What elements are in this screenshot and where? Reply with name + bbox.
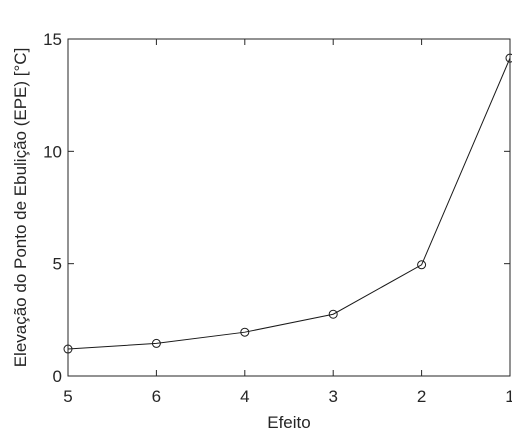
- series-line: [67, 57, 511, 350]
- series-group: [63, 53, 512, 354]
- y-tick-label: 15: [43, 30, 62, 49]
- y-tick-label: 10: [43, 142, 62, 161]
- x-tick-label: 6: [152, 387, 161, 406]
- y-tick-label: 0: [53, 367, 62, 386]
- data-point-marker: [417, 260, 427, 270]
- x-axis-label: Efeito: [267, 413, 310, 432]
- data-point-marker: [240, 327, 250, 337]
- data-point-marker: [505, 53, 512, 63]
- y-axis-label: Elevação do Ponto de Ebulição (EPE) [°C]: [11, 48, 30, 368]
- data-point-marker: [328, 309, 338, 319]
- plot-area: [67, 38, 511, 377]
- data-point-marker: [151, 338, 161, 348]
- y-axis-ticks: 0 5 10 15: [43, 30, 510, 386]
- x-tick-label: 1: [505, 387, 512, 406]
- x-tick-label: 2: [417, 387, 426, 406]
- x-tick-label: 5: [63, 387, 72, 406]
- x-tick-label: 4: [240, 387, 249, 406]
- x-axis-ticks: 5 6 4 3 2 1: [63, 39, 512, 406]
- y-tick-label: 5: [53, 255, 62, 274]
- data-point-marker: [63, 344, 73, 354]
- x-tick-label: 3: [328, 387, 337, 406]
